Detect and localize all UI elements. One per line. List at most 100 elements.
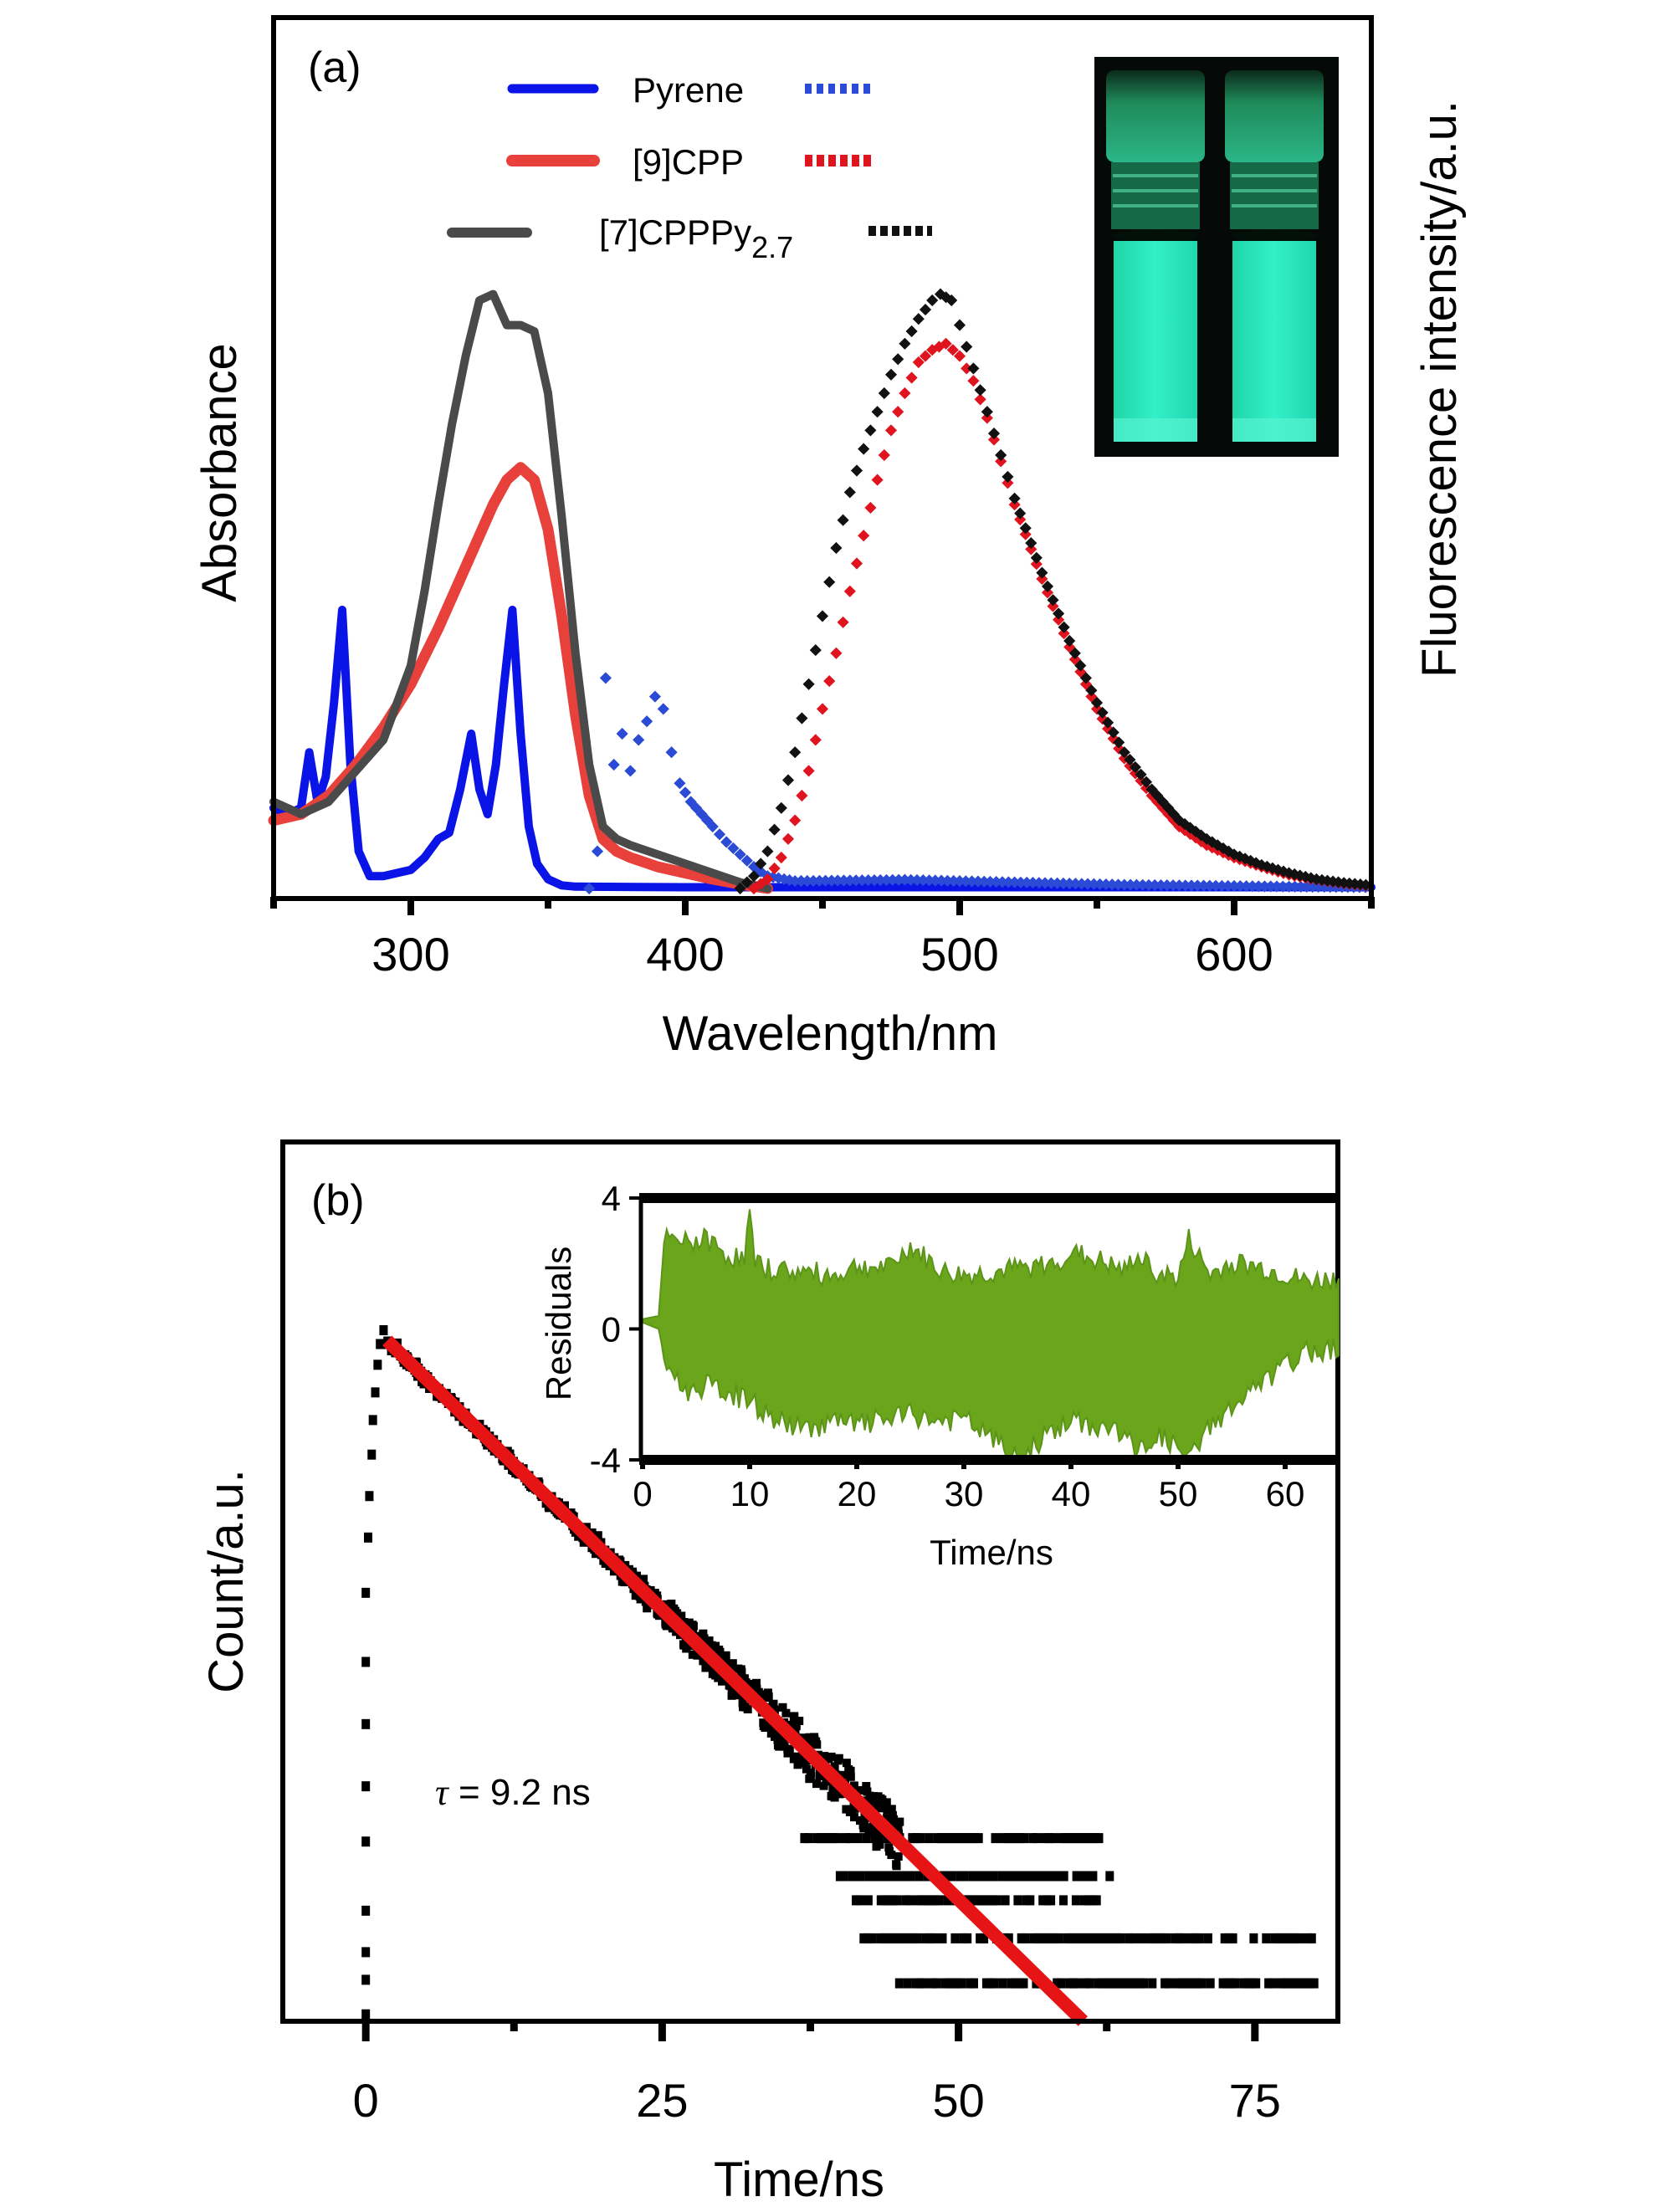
data-point: [789, 875, 802, 888]
data-point: [998, 1978, 1007, 1989]
data-point: [706, 820, 719, 833]
data-point: [1019, 1978, 1028, 1989]
data-point: [846, 1772, 855, 1781]
data-point: [967, 362, 980, 375]
data-point: [1030, 558, 1043, 571]
legend: Pyrene [9]CPP [7]CPPPy2.7: [447, 70, 932, 264]
data-point: [1246, 880, 1258, 893]
data-point: [886, 873, 899, 886]
data-point: [365, 1491, 374, 1502]
data-point: [967, 375, 980, 387]
x-tick-label: 300: [371, 928, 449, 981]
data-point: [1252, 1978, 1261, 1989]
data-point: [905, 371, 918, 384]
data-point: [850, 557, 863, 570]
data-point: [1253, 880, 1265, 893]
data-point: [899, 873, 911, 886]
data-point: [718, 1677, 726, 1686]
data-point: [1270, 880, 1283, 893]
data-point: [688, 1650, 697, 1659]
data-point: [1074, 659, 1087, 672]
data-point: [1008, 876, 1021, 888]
data-point: [1295, 1933, 1304, 1943]
data-point: [905, 325, 918, 338]
data-point: [737, 1667, 746, 1677]
inset-x-tick-label: 60: [1266, 1474, 1305, 1513]
data-point: [1102, 716, 1114, 729]
data-point: [894, 1852, 903, 1861]
data-point: [1057, 877, 1069, 889]
data-point: [887, 1805, 896, 1814]
data-point: [616, 727, 628, 740]
data-point: [874, 1833, 884, 1844]
data-point: [764, 1722, 773, 1731]
data-point: [960, 1871, 969, 1882]
data-point: [884, 1843, 894, 1852]
data-point: [593, 1531, 602, 1540]
data-point: [367, 1449, 377, 1460]
data-point: [1047, 594, 1059, 607]
data-point: [631, 1591, 640, 1600]
data-point: [648, 690, 661, 703]
data-point: [812, 1779, 821, 1789]
data-point: [1149, 878, 1161, 892]
data-point: [361, 1587, 371, 1598]
data-point: [361, 1836, 371, 1847]
tail-row: [835, 1871, 1114, 1882]
data-point: [607, 758, 620, 771]
data-point: [793, 1760, 802, 1769]
data-point: [1082, 878, 1094, 890]
data-point: [1191, 879, 1204, 892]
data-point: [947, 874, 960, 888]
data-point: [1085, 684, 1098, 697]
data-point: [912, 313, 925, 325]
data-point: [781, 1708, 791, 1718]
data-point: [892, 406, 904, 418]
data-point: [856, 1871, 865, 1882]
data-point: [871, 406, 884, 418]
data-point: [1307, 1933, 1316, 1943]
inset-y-tick-label: 0: [602, 1310, 621, 1349]
data-point: [1019, 528, 1032, 540]
data-point: [1197, 879, 1210, 892]
data-point: [866, 1826, 875, 1836]
data-point: [816, 610, 829, 622]
inset-x-tick-label: 40: [1052, 1474, 1091, 1513]
legend-label-pyrene: Pyrene: [633, 70, 744, 110]
data-point: [884, 368, 898, 381]
data-point: [981, 406, 993, 418]
data-point: [947, 1871, 956, 1882]
data-point: [368, 1415, 377, 1426]
data-point: [1155, 879, 1167, 892]
data-point: [361, 1974, 371, 1985]
data-point: [801, 874, 813, 888]
data-point: [720, 1655, 730, 1664]
data-point: [1124, 754, 1136, 766]
data-point: [1249, 1933, 1258, 1943]
data-point: [771, 1705, 779, 1714]
data-point: [842, 1759, 851, 1768]
data-point: [823, 576, 836, 588]
data-point: [796, 789, 808, 802]
data-point: [823, 675, 836, 688]
data-point: [747, 870, 761, 883]
data-point: [832, 874, 844, 887]
data-point: [930, 1933, 939, 1943]
data-point: [1137, 1933, 1146, 1943]
data-point: [1090, 696, 1104, 709]
data-point: [950, 1933, 960, 1943]
data-point: [1053, 607, 1065, 620]
data-point: [773, 1741, 782, 1750]
data-point: [817, 1771, 827, 1780]
data-point: [1360, 878, 1372, 891]
data-point: [641, 715, 653, 728]
data-point: [843, 486, 856, 499]
data-point: [963, 1933, 972, 1943]
data-point: [943, 1895, 952, 1906]
data-point: [1038, 877, 1052, 889]
data-point: [906, 1871, 915, 1882]
data-point: [926, 294, 939, 307]
data-point: [853, 1833, 863, 1844]
data-point: [843, 585, 856, 597]
data-point: [987, 433, 1001, 446]
